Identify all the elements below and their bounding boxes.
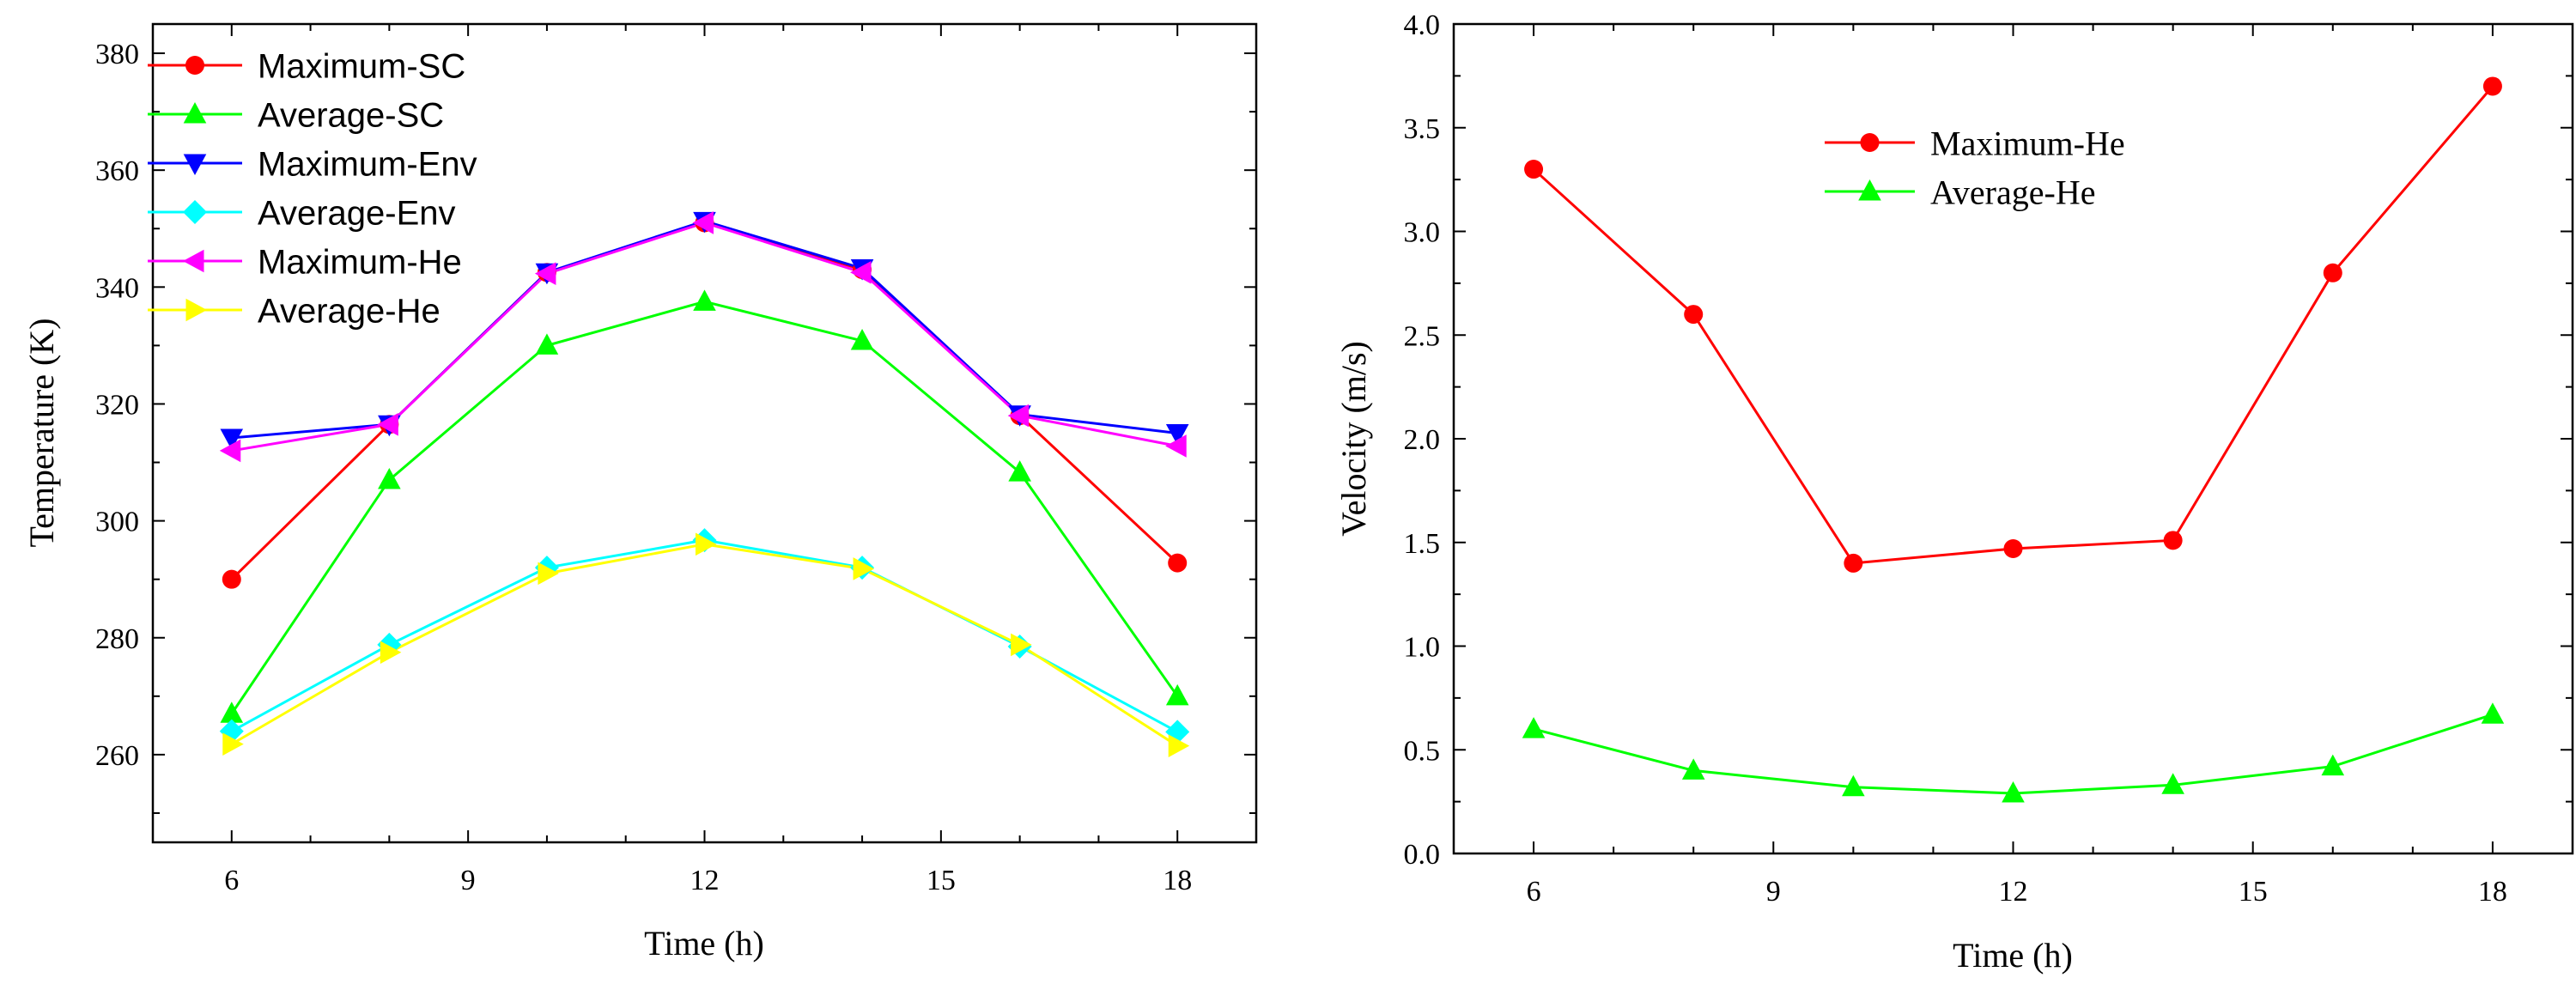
data-point-average-he [1522,717,1546,738]
y-tick-label: 2.0 [1404,424,1441,456]
y-tick-label: 3.0 [1404,217,1441,249]
data-point-maximum-sc [1168,553,1188,573]
y-tick-label: 360 [95,155,139,187]
x-tick-label: 6 [1527,876,1541,908]
y-tick-label: 380 [95,39,139,70]
data-point-average-sc [1008,460,1031,482]
data-point-maximum-env [1165,424,1189,446]
data-point-maximum-he [2482,76,2502,96]
legend-label-maximum-he: Maximum-He [1930,124,2125,162]
series-line-average-env [231,538,1178,733]
data-point-average-sc [220,702,244,723]
legend-label-maximum-env: Maximum-Env [258,145,477,183]
data-point-maximum-he [219,439,241,463]
y-tick-label: 280 [95,623,139,655]
data-point-average-he [853,557,875,580]
data-point-average-sc [1165,683,1189,706]
data-point-maximum-he [534,262,556,285]
y-tick-label: 320 [95,389,139,421]
legend-marker-maximum-env [183,154,207,175]
velocity-x-axis-label: Time (h) [1953,936,2073,975]
legend-label-average-he: Average-He [1930,173,2095,211]
x-tick-label: 18 [1163,865,1192,896]
data-point-average-sc [535,333,559,355]
data-point-maximum-env [220,428,244,450]
legend-marker-average-sc [183,102,207,124]
velocity-y-axis-label: Velocity (m/s) [1334,341,1373,537]
x-tick-label: 15 [927,865,956,896]
series-line-average-sc [230,300,1179,715]
temperature-y-axis-label: Temperature (K) [22,318,61,547]
temperature-chart: Time (h) Temperature (K) 6 9 12 15 18 260 280 3… [22,22,1258,963]
data-point-maximum-he [1165,434,1187,458]
data-point-maximum-he [850,261,872,284]
legend-label-average-sc: Average-SC [258,96,444,134]
series-line-average-he [231,543,1179,747]
data-point-average-he [222,732,244,756]
data-point-average-sc [378,467,401,489]
data-point-maximum-he [1007,404,1030,428]
legend-marker-maximum-he [1860,133,1880,152]
y-tick-label: 300 [95,507,139,538]
data-point-maximum-he [1684,305,1704,325]
data-point-average-sc [693,289,716,311]
legend-label-maximum-sc: Maximum-SC [258,47,465,85]
data-point-average-he [696,532,717,556]
x-tick-label: 18 [2478,876,2507,908]
data-point-average-he [2481,702,2505,724]
data-point-average-he [2002,780,2025,803]
data-point-average-sc [850,328,874,350]
y-tick-label: 0.5 [1404,735,1441,767]
x-tick-label: 12 [690,865,720,896]
x-tick-label: 6 [224,865,239,896]
data-point-maximum-he [377,412,398,436]
x-tick-label: 12 [1999,876,2028,908]
data-point-average-he [538,562,559,586]
y-tick-label: 1.0 [1404,632,1441,664]
data-point-average-he [2321,754,2345,776]
legend-marker-maximum-sc [185,56,204,75]
data-point-maximum-he [2163,531,2183,550]
y-tick-label: 0.0 [1404,839,1441,871]
data-point-maximum-he [692,211,714,234]
data-point-maximum-he [2323,263,2342,282]
y-tick-label: 2.5 [1404,320,1441,352]
temperature-x-axis-label: Time (h) [644,924,764,963]
data-point-maximum-sc [222,569,241,589]
y-tick-label: 3.5 [1404,113,1441,145]
y-tick-label: 260 [95,740,139,772]
legend-marker-average-he [185,298,207,322]
legend-marker-average-he [1858,179,1881,201]
legend-marker-average-env [183,200,207,224]
legend-marker-maximum-he [183,249,204,273]
data-point-maximum-he [1524,160,1544,179]
data-point-average-he [1011,633,1032,657]
y-tick-label: 340 [95,272,139,304]
data-point-average-he [1842,774,1865,797]
data-point-average-env [219,719,244,744]
x-tick-label: 15 [2239,876,2268,908]
data-point-average-he [1168,734,1190,757]
legend-label-average-env: Average-Env [258,194,456,232]
legend-label-average-he: Average-He [258,292,440,330]
data-point-maximum-he [2003,538,2023,558]
velocity-chart: Time (h) Velocity (m/s) 6 9 12 15 18 0.0 0.5 1.… [1334,9,2574,975]
data-point-average-he [1681,758,1705,780]
data-point-average-he [380,641,402,665]
x-tick-label: 9 [461,865,476,896]
data-point-average-he [2161,773,2184,794]
y-tick-label: 4.0 [1404,9,1441,41]
y-tick-label: 1.5 [1404,528,1441,560]
x-tick-label: 9 [1766,876,1781,908]
legend-label-maximum-he: Maximum-He [258,243,462,281]
data-point-maximum-he [1844,553,1863,573]
